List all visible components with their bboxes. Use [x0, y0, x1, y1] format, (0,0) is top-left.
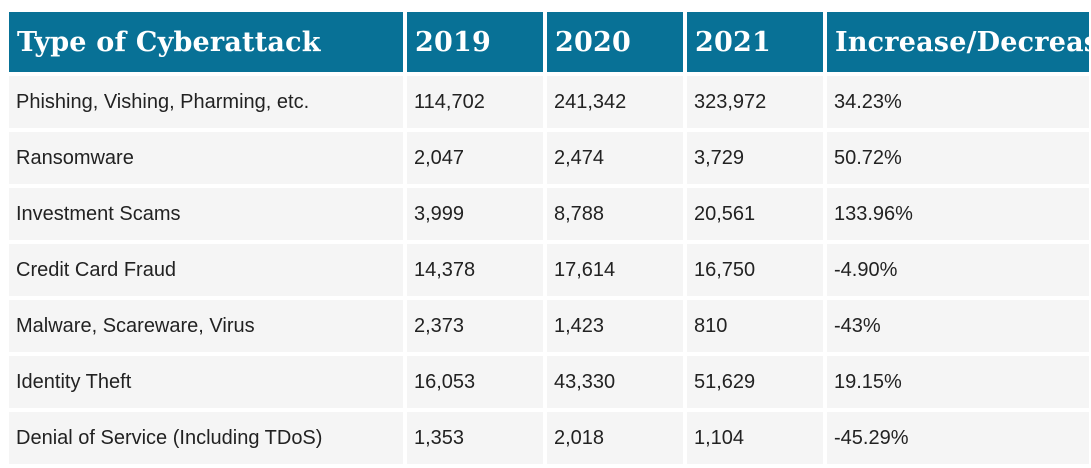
header-type: Type of Cyberattack — [9, 12, 403, 72]
table-row: Phishing, Vishing, Pharming, etc. 114,70… — [9, 76, 1089, 128]
header-2019: 2019 — [407, 12, 543, 72]
cell-type: Identity Theft — [9, 356, 403, 408]
cell-type: Phishing, Vishing, Pharming, etc. — [9, 76, 403, 128]
cell-type: Ransomware — [9, 132, 403, 184]
table-row: Identity Theft 16,053 43,330 51,629 19.1… — [9, 356, 1089, 408]
cell-2020: 17,614 — [547, 244, 683, 296]
table-row: Denial of Service (Including TDoS) 1,353… — [9, 412, 1089, 464]
cell-change: -43% — [827, 300, 1089, 352]
table-header: Type of Cyberattack 2019 2020 2021 Incre… — [9, 12, 1089, 72]
cell-2020: 2,474 — [547, 132, 683, 184]
cell-2019: 16,053 — [407, 356, 543, 408]
cell-2019: 2,047 — [407, 132, 543, 184]
cell-change: -45.29% — [827, 412, 1089, 464]
cell-2021: 20,561 — [687, 188, 823, 240]
cell-2019: 14,378 — [407, 244, 543, 296]
cell-2021: 323,972 — [687, 76, 823, 128]
table-row: Credit Card Fraud 14,378 17,614 16,750 -… — [9, 244, 1089, 296]
table-row: Ransomware 2,047 2,474 3,729 50.72% — [9, 132, 1089, 184]
header-row: Type of Cyberattack 2019 2020 2021 Incre… — [9, 12, 1089, 72]
cell-2021: 16,750 — [687, 244, 823, 296]
cell-type: Malware, Scareware, Virus — [9, 300, 403, 352]
cell-2019: 114,702 — [407, 76, 543, 128]
header-2020: 2020 — [547, 12, 683, 72]
cell-2021: 810 — [687, 300, 823, 352]
cell-2021: 1,104 — [687, 412, 823, 464]
table-body: Phishing, Vishing, Pharming, etc. 114,70… — [9, 76, 1089, 464]
cell-2020: 43,330 — [547, 356, 683, 408]
cell-2021: 3,729 — [687, 132, 823, 184]
cyberattack-table: Type of Cyberattack 2019 2020 2021 Incre… — [5, 8, 1091, 468]
cell-2021: 51,629 — [687, 356, 823, 408]
cell-change: -4.90% — [827, 244, 1089, 296]
header-2021: 2021 — [687, 12, 823, 72]
header-change: Increase/Decrease — [827, 12, 1089, 72]
table-row: Malware, Scareware, Virus 2,373 1,423 81… — [9, 300, 1089, 352]
cell-2020: 2,018 — [547, 412, 683, 464]
cell-type: Denial of Service (Including TDoS) — [9, 412, 403, 464]
cell-2019: 3,999 — [407, 188, 543, 240]
cell-change: 50.72% — [827, 132, 1089, 184]
cell-2019: 2,373 — [407, 300, 543, 352]
cell-2020: 8,788 — [547, 188, 683, 240]
table-row: Investment Scams 3,999 8,788 20,561 133.… — [9, 188, 1089, 240]
cell-change: 34.23% — [827, 76, 1089, 128]
cell-2020: 241,342 — [547, 76, 683, 128]
cell-2020: 1,423 — [547, 300, 683, 352]
cell-type: Investment Scams — [9, 188, 403, 240]
cell-change: 19.15% — [827, 356, 1089, 408]
cell-type: Credit Card Fraud — [9, 244, 403, 296]
cell-2019: 1,353 — [407, 412, 543, 464]
cell-change: 133.96% — [827, 188, 1089, 240]
